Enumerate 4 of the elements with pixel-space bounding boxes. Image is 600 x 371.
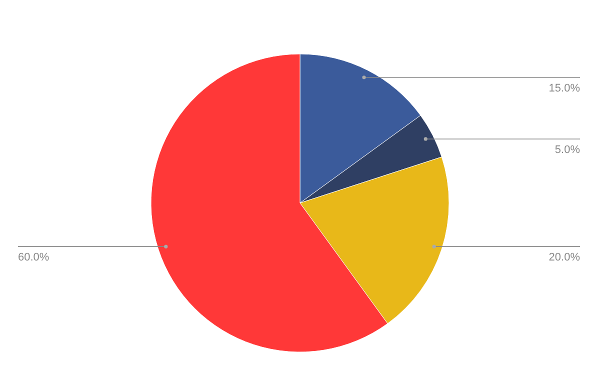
data-label: 5.0% xyxy=(554,144,580,156)
data-label: 15.0% xyxy=(548,82,580,94)
data-label: 20.0% xyxy=(548,252,580,264)
data-label: 60.0% xyxy=(18,252,50,264)
